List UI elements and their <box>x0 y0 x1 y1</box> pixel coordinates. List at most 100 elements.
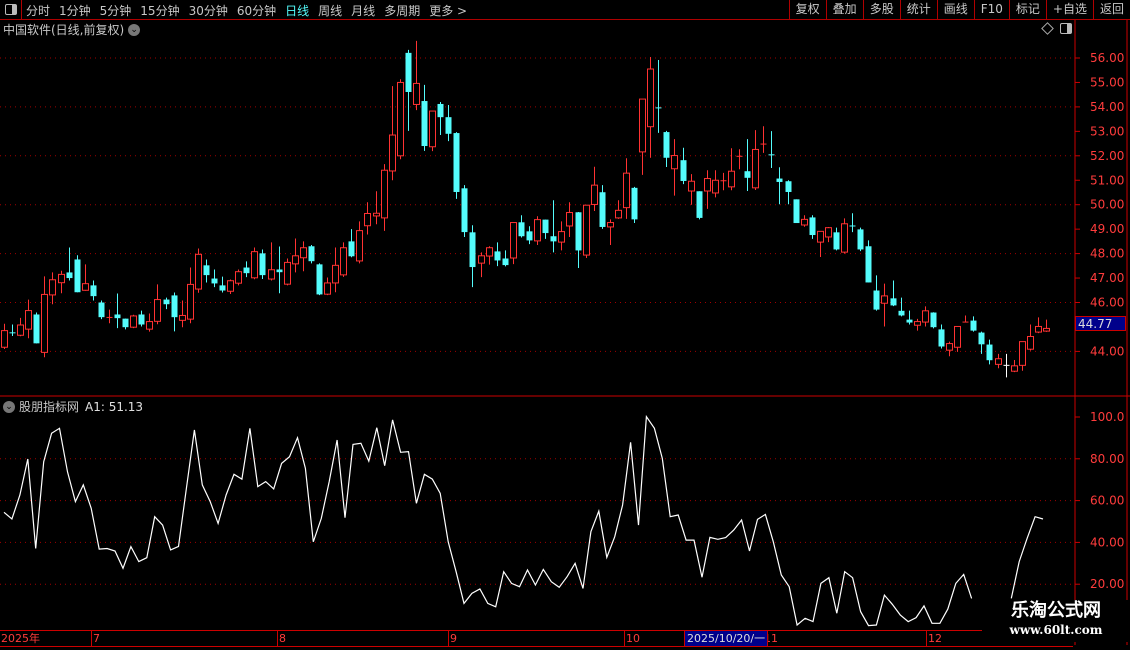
candle <box>356 221 363 264</box>
candle <box>881 283 888 327</box>
candle <box>405 49 412 131</box>
candle <box>760 126 767 153</box>
candle-body <box>66 272 73 279</box>
last-price-label: 44.77 <box>1075 316 1126 331</box>
candle-body <box>954 325 961 348</box>
candle <box>1003 353 1010 378</box>
candle <box>33 312 40 344</box>
period-tab[interactable]: 15分钟 <box>140 4 180 18</box>
candle <box>324 277 331 296</box>
candle-body <box>744 171 751 178</box>
candle <box>1027 324 1034 351</box>
candle <box>518 215 525 238</box>
candle-body <box>615 209 622 219</box>
candle-body <box>623 172 630 209</box>
candle-body <box>146 321 153 330</box>
candle-body <box>502 258 509 266</box>
candle-body <box>688 180 695 192</box>
candle-body <box>785 181 792 192</box>
candle <box>712 170 719 198</box>
candle-body <box>680 160 687 181</box>
toolbar-button[interactable]: 画线 <box>936 0 974 19</box>
period-tab[interactable]: 5分钟 <box>99 4 132 18</box>
candle <box>954 325 961 352</box>
candle <box>962 315 969 323</box>
candle-body <box>308 246 315 262</box>
candle-body <box>25 310 32 330</box>
toolbar-button[interactable]: 多股 <box>862 0 900 19</box>
toolbar-button[interactable]: F10 <box>973 0 1009 19</box>
toolbar-button[interactable]: 复权 <box>788 0 826 19</box>
candle-body <box>17 324 24 336</box>
toolbar-button[interactable]: +自选 <box>1045 0 1093 19</box>
candle-body <box>284 261 291 285</box>
candle <box>25 299 32 339</box>
candle <box>219 276 226 293</box>
candle-body <box>760 143 767 145</box>
candle <box>308 245 315 264</box>
candle <box>373 191 380 225</box>
period-tab[interactable]: 30分钟 <box>188 4 228 18</box>
candle <box>704 170 711 209</box>
candle-body <box>373 212 380 217</box>
candle <box>187 267 194 324</box>
candle-body <box>421 101 428 147</box>
candle <box>890 280 897 307</box>
layout-toggle-button[interactable] <box>0 0 22 19</box>
candle-body <box>736 155 743 157</box>
candle <box>1043 319 1050 332</box>
toolbar-button[interactable]: 统计 <box>899 0 937 19</box>
candle <box>591 166 598 212</box>
period-tab[interactable]: 周线 <box>318 4 343 18</box>
candle-body <box>801 218 808 226</box>
candle <box>671 139 678 196</box>
chevron-down-icon[interactable]: ⌄ <box>3 400 15 413</box>
candle-body <box>898 310 905 316</box>
indicator-value: A1: 51.13 <box>85 399 144 414</box>
candle-body <box>90 285 97 297</box>
y-tick-label: 60.00 <box>1090 494 1124 508</box>
candle <box>300 241 307 272</box>
candle <box>413 40 420 111</box>
candle <box>82 264 89 291</box>
period-tab[interactable]: 多周期 <box>384 4 421 18</box>
toolbar-button[interactable]: 叠加 <box>825 0 863 19</box>
candle <box>849 213 856 233</box>
candle-body <box>873 290 880 310</box>
candle <box>381 164 388 231</box>
period-tab[interactable]: 1分钟 <box>59 4 91 18</box>
candle-body <box>82 283 89 291</box>
toolbar-button[interactable]: 标记 <box>1008 0 1046 19</box>
candle-body <box>865 246 872 283</box>
date-label-month: 10 <box>624 631 640 646</box>
y-tick-label: 40.00 <box>1090 535 1124 549</box>
candle-body <box>332 264 339 284</box>
candle <box>510 222 517 265</box>
panel-layout-icon[interactable] <box>1060 23 1072 34</box>
period-tab[interactable]: 60分钟 <box>236 4 277 18</box>
period-tab[interactable]: 月线 <box>351 4 376 18</box>
period-tabs: 分时 1分钟 5分钟 15分钟 30分钟 60分钟 日线 周线 月线 多周期 更多 > <box>26 2 476 19</box>
y-tick-label: 53.00 <box>1090 124 1124 138</box>
toolbar-button[interactable]: 返回 <box>1092 0 1130 19</box>
candle <box>154 284 161 325</box>
period-tab[interactable]: 分时 <box>26 4 51 18</box>
candle <box>41 276 48 358</box>
candle-body <box>154 299 161 322</box>
candle <box>801 215 808 227</box>
candle-body <box>1035 325 1042 333</box>
candle <box>1 323 8 349</box>
candle <box>696 191 703 220</box>
y-tick-label: 56.00 <box>1090 51 1124 65</box>
candle-body <box>211 278 218 284</box>
candle <box>1035 317 1042 334</box>
candle <box>1019 341 1026 371</box>
period-tab[interactable]: 日线 <box>285 4 310 18</box>
candle-body <box>138 314 145 325</box>
y-tick-label: 55.00 <box>1090 75 1124 89</box>
chevron-down-icon[interactable]: ⌄ <box>128 23 141 36</box>
candle <box>825 226 832 243</box>
period-tab[interactable]: 更多 > <box>429 4 468 18</box>
candle-body <box>631 187 638 220</box>
